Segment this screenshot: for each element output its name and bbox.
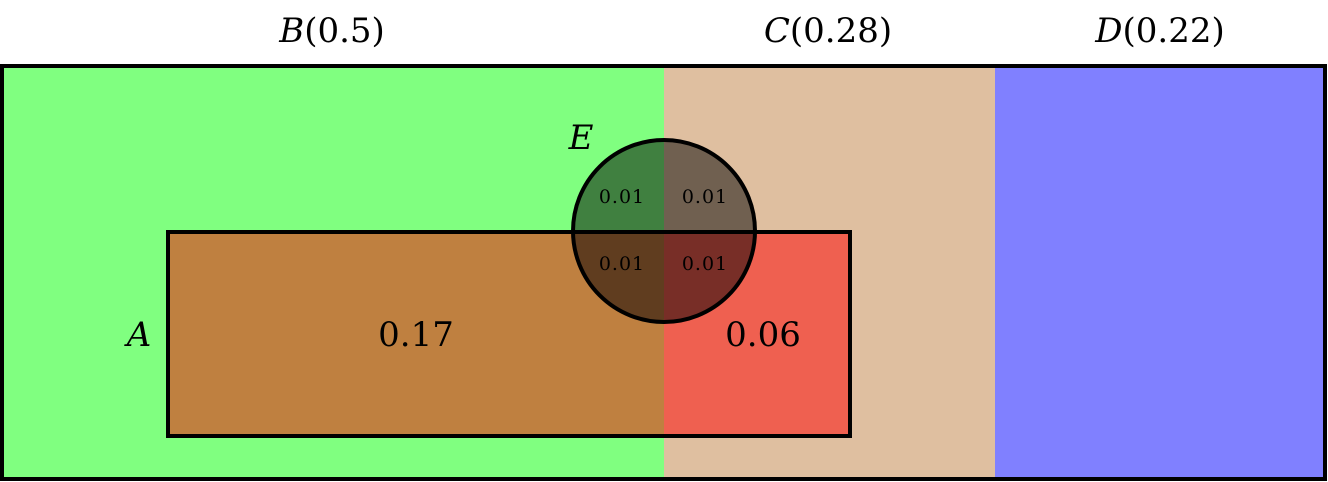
set-e-label: E — [568, 118, 594, 158]
value-e-a-in-c: 0.01 — [682, 253, 728, 275]
set-e-a-in-b-region — [573, 232, 664, 322]
set-e-a-in-c-region — [664, 232, 755, 322]
set-a-outline — [166, 230, 852, 438]
column-c-label: C(0.28) — [764, 11, 892, 51]
value-e-in-c-top: 0.01 — [682, 186, 728, 208]
set-e-outline — [571, 138, 757, 324]
value-e-a-in-b: 0.01 — [599, 253, 645, 275]
value-a-in-b: 0.17 — [378, 315, 454, 355]
outer-frame — [0, 64, 1327, 481]
set-a-label: A — [124, 315, 152, 355]
column-b-label: B(0.5) — [278, 11, 385, 51]
column-d-region — [995, 66, 1325, 480]
value-e-in-b-top: 0.01 — [599, 186, 645, 208]
value-a-in-c: 0.06 — [725, 315, 801, 355]
column-d-label: D(0.22) — [1094, 11, 1225, 51]
